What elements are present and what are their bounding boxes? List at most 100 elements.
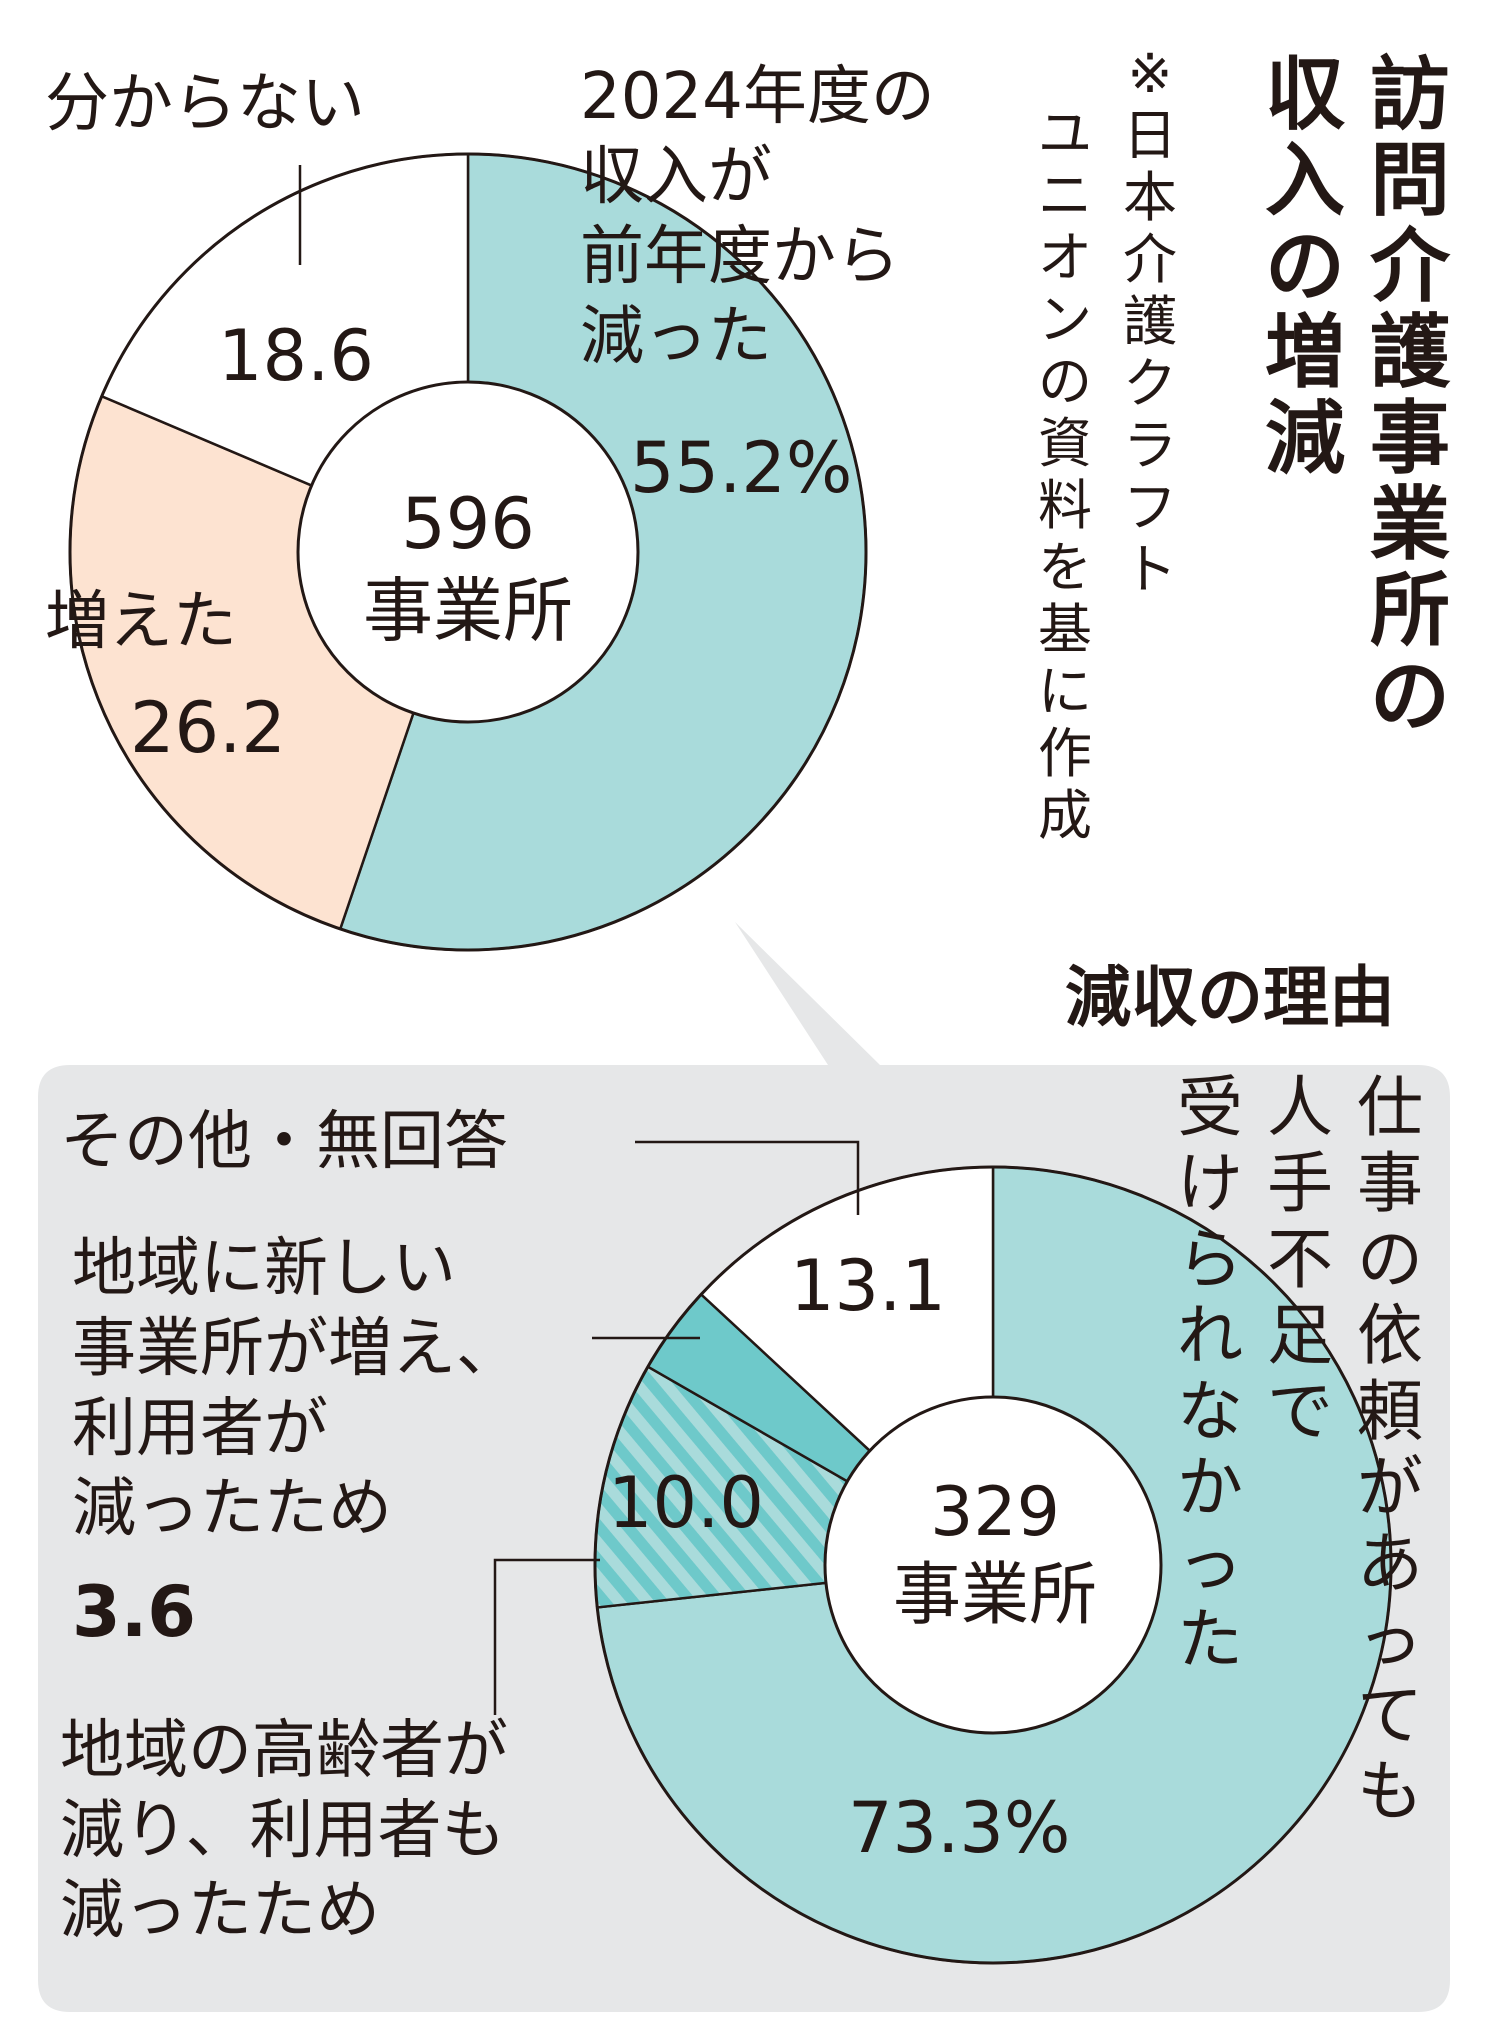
leader-other [635,1140,860,1215]
pie2-labels: その他・無回答 13.1 地域に新しい 事業所が増え、 利用者が 減ったため 3… [60,1105,1070,1948]
source-note-char: ン [1038,288,1092,351]
label-no-capacity-line3-char: な [1177,1373,1243,1450]
label-no-capacity-line2-char: 手 [1267,1145,1333,1222]
leader-lines [298,165,860,1715]
source-note-char: ユ [1038,102,1092,165]
label-no-capacity-line1-char: 依 [1357,1297,1423,1374]
decline-reason-pie [593,1165,1393,1965]
label-no-capacity-line1-char: あ [1357,1525,1423,1602]
source-note-char: 作 [1038,722,1092,785]
value-unknown: 18.6 [218,315,374,397]
label-no-capacity-line1-char: っ [1357,1601,1423,1678]
pie2-center-count: 329 [930,1473,1060,1552]
label-no-capacity-line1-char: て [1357,1677,1423,1754]
title-char: 収 [1265,48,1345,141]
title-char: の [1265,220,1345,313]
value-decreased: 55.2% [630,427,852,509]
source-note-char: 料 [1038,474,1092,537]
source-note-char: 本 [1123,166,1177,229]
source-note-char: 介 [1123,228,1177,291]
reason-title: 減収の理由 [1065,959,1395,1036]
label-no-capacity-line1-char: 頼 [1357,1373,1423,1450]
value-elderly: 10.0 [608,1462,764,1544]
source-note-char: 基 [1038,598,1092,661]
leader-elderly [493,1558,600,1715]
label-decreased-line1: 2024年度の [580,60,935,134]
revenue-change-pie [68,152,868,952]
pie1-labels: 2024年度の 収入が 前年度から 減った 55.2% 分からない 18.6 増… [45,60,955,769]
label-elderly-line2: 減り、利用者も [60,1794,505,1868]
label-new-providers: 地域に新しい 事業所が増え、 利用者が 減ったため [72,1232,540,1546]
label-no-capacity-line1-char: も [1357,1753,1423,1830]
title-char: 護 [1370,306,1451,399]
label-decreased-line3: 前年度から [580,220,900,294]
label-elderly-line3: 減ったため [60,1874,380,1948]
title-char: 増 [1265,306,1345,399]
label-elderly: 地域の高齢者が 減り、利用者も 減ったため [60,1714,528,1948]
label-no-capacity-line2-char: 足 [1267,1297,1333,1374]
label-new-providers-line1: 地域に新しい [72,1232,456,1306]
value-other: 13.1 [790,1245,946,1327]
value-increased: 26.2 [130,687,286,769]
label-decreased-line2: 収入が [580,140,772,214]
value-no-capacity: 73.3% [848,1787,1070,1869]
label-new-providers-line2: 事業所が増え、 [72,1312,520,1386]
source-note-char: ニ [1038,164,1092,227]
label-no-capacity-line1-char: 事 [1357,1145,1423,1222]
pie1-center-unit: 事業所 [363,570,573,652]
label-no-capacity-line3-char: け [1177,1145,1243,1222]
donut-outline [593,1165,1393,1965]
source-note-char: ※ [1127,42,1172,105]
title-char: 所 [1370,564,1450,657]
label-no-capacity-line2-char: で [1267,1373,1333,1450]
label-no-capacity-line3-char: っ [1177,1525,1243,1602]
label-decreased-line4: 減った [580,300,772,374]
label-new-providers-line3: 利用者が [72,1392,328,1466]
source-note-char: 資 [1038,412,1092,475]
pie1-center-count: 596 [401,483,535,565]
label-other: その他・無回答 [60,1105,508,1179]
source-note-char: 成 [1038,784,1092,847]
title-char: 訪 [1370,48,1450,141]
title-char: 介 [1370,220,1451,313]
label-no-capacity-line1-char: が [1357,1449,1423,1526]
label-no-capacity-line1-char: の [1357,1221,1423,1298]
title-char: の [1370,650,1450,743]
source-note-char: に [1038,660,1092,723]
label-no-capacity-line3-char: れ [1177,1297,1243,1374]
title-char: 入 [1265,134,1345,227]
label-new-providers-line4: 減ったため [72,1472,392,1546]
source-note-char: 日 [1123,104,1177,167]
source-note-char: ク [1123,352,1177,415]
label-increased: 増えた [45,585,237,659]
label-no-capacity-line3-char: ら [1177,1221,1243,1298]
title-char: 問 [1370,134,1450,227]
donut-hole [823,1395,1163,1735]
donut-hole [296,380,640,724]
title-char: 減 [1265,392,1345,485]
label-no-capacity-line3-char: か [1177,1449,1243,1526]
label-decreased: 2024年度の 収入が 前年度から 減った [580,60,955,374]
source-note-char: オ [1038,226,1092,289]
pie2-center: 329 事業所 [893,1473,1097,1635]
source-note-char: ラ [1123,414,1177,477]
donut-outline [68,152,868,952]
source-note-char: フ [1123,476,1177,539]
label-no-capacity-line3-char: 受 [1177,1069,1243,1146]
label-elderly-line1: 地域の高齢者が [60,1714,508,1788]
pie2-center-unit: 事業所 [893,1556,1097,1635]
title-char: 事 [1370,392,1450,485]
title-char: 業 [1370,478,1450,571]
source-note-char: を [1038,536,1092,599]
label-no-capacity-line2-char: 人 [1267,1069,1333,1146]
source-note-char: 護 [1123,290,1177,353]
source-note-char: の [1038,350,1092,413]
label-no-capacity-line1-char: 仕 [1357,1069,1423,1146]
label-no-capacity-line2-char: 不 [1267,1221,1333,1298]
label-no-capacity-line3-char: た [1177,1601,1243,1678]
pie1-center: 596 事業所 [363,483,573,652]
